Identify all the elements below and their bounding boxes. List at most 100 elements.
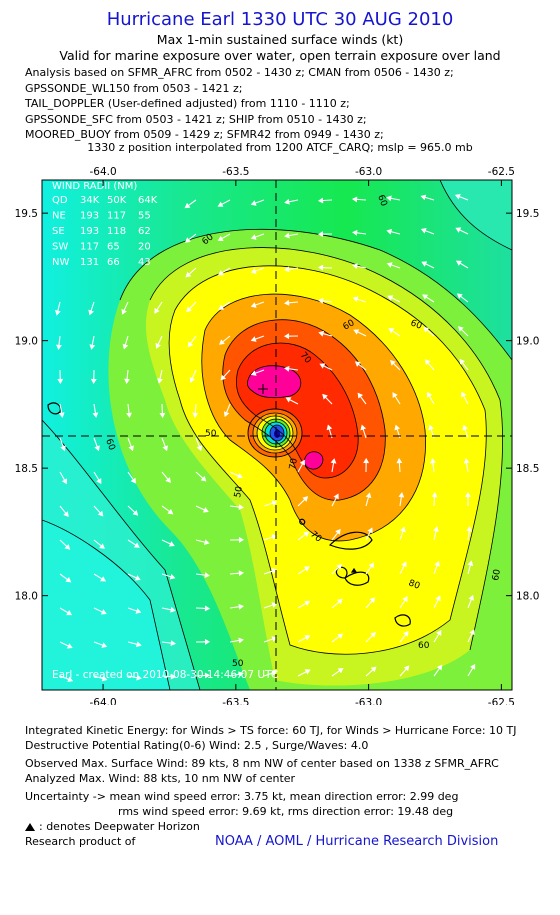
- contour-label: 60: [375, 194, 388, 208]
- wind-arrow-head: [96, 478, 102, 485]
- contour-label: 60: [491, 568, 503, 581]
- wind-arrow-head: [99, 543, 105, 549]
- wind-arrow-head: [318, 297, 324, 304]
- wind-arrow-head: [159, 412, 166, 419]
- wind-arrow-head: [136, 674, 142, 681]
- wind-arrow-head: [457, 326, 464, 332]
- y-tick-label-right: 18.0: [516, 591, 539, 603]
- wind-arrow-head: [64, 544, 71, 550]
- uncertainty-line-1: Uncertainty -> mean wind speed error: 3.…: [25, 790, 459, 803]
- x-tick-label-top: -64.0: [89, 166, 116, 178]
- wind-arrow-head: [189, 376, 196, 383]
- y-tick-label-left: 18.5: [15, 463, 38, 475]
- noaa-link[interactable]: NOAA / AOML / Hurricane Research Divisio…: [215, 834, 499, 849]
- x-tick-label-bottom: -63.0: [355, 697, 382, 705]
- plot-frame: [41, 179, 513, 691]
- contour-label: 60: [418, 641, 430, 651]
- wind-arrow-head: [326, 424, 333, 431]
- x-tick-label-bottom: -64.0: [89, 697, 116, 705]
- wind-arrow-head: [250, 234, 257, 240]
- wind-arrow-head: [420, 194, 427, 201]
- wind-arrow-head: [250, 200, 257, 206]
- analysis-line: GPSSONDE_SFC from 0503 - 1421 z; SHIP fr…: [25, 112, 367, 126]
- wind-arrow-head: [392, 392, 398, 398]
- wind-arrow-head: [337, 667, 344, 674]
- wind-arrow-head: [403, 630, 409, 637]
- wind-arrow-head: [284, 232, 290, 239]
- wind-arrow-head: [455, 260, 462, 266]
- wind-arrow-head: [101, 675, 108, 682]
- aqua-region: [42, 420, 200, 690]
- wind-arrow-head: [130, 477, 136, 484]
- islands: [47, 402, 411, 627]
- wind-arrow-head: [335, 528, 341, 535]
- analysis-line: Analysis based on SFMR_AFRC from 0502 - …: [25, 66, 454, 79]
- x-tick-label-top: -63.5: [222, 166, 249, 178]
- wind-arrow-head: [162, 445, 168, 452]
- wind-arrow-head: [122, 343, 129, 350]
- research-text: Research product of: [25, 835, 136, 848]
- wind-arrow-head: [65, 576, 72, 583]
- wind-arrow-head: [271, 636, 278, 642]
- wind-arrow-head: [283, 333, 290, 340]
- wind-arrow-head: [204, 638, 211, 645]
- wind-arrow-head: [66, 643, 73, 649]
- wind-arrow-head: [360, 424, 367, 431]
- contour-label: 80: [407, 578, 421, 591]
- wind-arrow-head: [403, 665, 410, 672]
- wind-arrow-head: [468, 594, 474, 601]
- wind-arrow-head: [424, 359, 431, 366]
- wind-arrow-head: [304, 635, 311, 641]
- wind-arrow-head: [167, 508, 174, 515]
- wind-arrow-head: [426, 391, 433, 398]
- wind-arrow-head: [459, 358, 465, 365]
- subtitle-wind-type: Max 1-min sustained surface winds (kt): [156, 32, 404, 47]
- wind-arrow-head: [423, 326, 430, 333]
- wind-arrow-head: [303, 531, 310, 538]
- y-tick-label-left: 19.0: [15, 336, 38, 348]
- wind-arrow-head: [250, 370, 257, 376]
- wind-arrow-head: [353, 329, 360, 335]
- wind-arrow-head: [217, 235, 224, 241]
- y-tick-label-left: 19.5: [15, 208, 38, 220]
- wind-arrow-head: [317, 231, 324, 238]
- wind-radii-cell: 193: [80, 226, 99, 237]
- wind-arrow-head: [223, 411, 230, 418]
- wind-arrow-head: [204, 572, 210, 579]
- wind-arrow-head: [428, 424, 434, 431]
- wind-arrow-head: [88, 309, 94, 316]
- wind-arrow-head: [434, 560, 440, 567]
- wind-arrow-head: [436, 629, 442, 636]
- x-tick-label-bottom: -62.5: [488, 697, 515, 705]
- wind-arrow-head: [386, 228, 393, 235]
- wind-arrow-head: [271, 670, 278, 676]
- wind-vectors: [55, 193, 476, 682]
- wind-arrow-head: [133, 542, 140, 548]
- wind-arrow-head: [386, 195, 392, 202]
- wind-radii-table: WIND RADII (NM) QD 34K 50K 64K NE 193 117 55 SE 1…: [52, 181, 158, 268]
- axes: -64.0 -64.0 -63.5 -63.5 -63.0 -63.0 -62.5 -62.5…: [15, 166, 540, 705]
- wind-arrow-head: [317, 264, 324, 271]
- x-tick-label-top: -62.5: [488, 166, 515, 178]
- wind-arrow-head: [304, 600, 311, 607]
- position-note: 1330 z position interpolated from 1200 A…: [87, 141, 473, 154]
- wind-arrow-head: [250, 302, 257, 308]
- y-tick-label-right: 19.5: [516, 208, 539, 220]
- wind-arrow-head: [336, 564, 342, 570]
- wind-arrow-head: [184, 237, 191, 243]
- wind-arrow-head: [357, 392, 364, 399]
- wind-arrow-head: [352, 296, 359, 303]
- wind-arrow-head: [454, 193, 461, 200]
- wind-arrow-head: [219, 339, 225, 345]
- wind-arrow-head: [89, 344, 96, 350]
- wind-arrow-head: [337, 633, 344, 639]
- wind-arrow-head: [363, 457, 370, 464]
- wind-radii-cell: 66: [107, 257, 120, 268]
- wind-radii-cell: 20: [138, 242, 151, 253]
- wind-arrow-head: [186, 306, 192, 313]
- wind-arrow-head: [469, 629, 475, 636]
- dpr-line: Destructive Potential Rating(0-6) Wind: …: [25, 739, 369, 752]
- wind-arrow-head: [66, 610, 73, 616]
